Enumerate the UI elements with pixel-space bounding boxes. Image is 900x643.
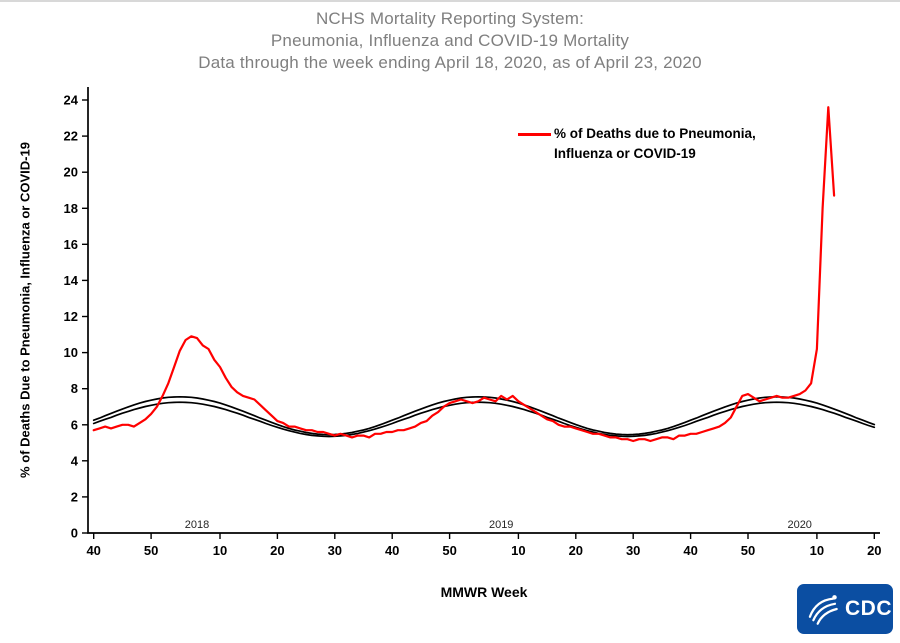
cdc-logo-text: CDC bbox=[845, 597, 892, 620]
series-observed bbox=[92, 106, 836, 443]
x-tick-label: 20 bbox=[867, 543, 881, 558]
y-tick-label: 14 bbox=[64, 273, 79, 288]
chart-title-line-2: Pneumonia, Influenza and COVID-19 Mortal… bbox=[270, 31, 630, 50]
legend-line-sample bbox=[518, 132, 551, 136]
y-tick-label: 0 bbox=[71, 526, 78, 541]
series-seasonal-baseline bbox=[92, 401, 876, 438]
year-label: 2019 bbox=[489, 519, 513, 531]
x-tick-label: 50 bbox=[144, 543, 158, 558]
y-tick-label: 20 bbox=[64, 165, 78, 180]
x-tick-label: 40 bbox=[385, 543, 399, 558]
year-label: 2018 bbox=[185, 519, 209, 531]
legend-label-line-2: Influenza or COVID-19 bbox=[554, 146, 696, 161]
y-tick-label: 12 bbox=[64, 309, 78, 324]
x-tick-label: 10 bbox=[810, 543, 824, 558]
y-tick-label: 8 bbox=[71, 381, 78, 396]
y-tick-label: 18 bbox=[64, 201, 78, 216]
chart-title: NCHS Mortality Reporting System: Pneumon… bbox=[0, 8, 900, 74]
x-tick-label: 10 bbox=[511, 543, 525, 558]
legend-label-line-1: % of Deaths due to Pneumonia, bbox=[554, 126, 756, 141]
x-tick-label: 30 bbox=[626, 543, 640, 558]
x-tick-label: 20 bbox=[270, 543, 284, 558]
axis-lines bbox=[87, 87, 880, 534]
x-tick-label: 40 bbox=[683, 543, 697, 558]
hhs-eagle-icon bbox=[808, 595, 838, 625]
x-tick-label: 50 bbox=[442, 543, 456, 558]
legend-row: % of Deaths due to Pneumonia, bbox=[518, 124, 756, 144]
y-tick-label: 2 bbox=[71, 489, 78, 504]
y-tick-label: 4 bbox=[71, 453, 79, 468]
chart-title-line-1: NCHS Mortality Reporting System: bbox=[315, 9, 585, 28]
cdc-logo: CDC bbox=[797, 584, 893, 634]
y-tick-label: 10 bbox=[64, 345, 78, 360]
y-tick-label: 22 bbox=[64, 129, 78, 144]
legend: % of Deaths due to Pneumonia, Influenza … bbox=[518, 124, 756, 164]
x-tick-label: 20 bbox=[569, 543, 583, 558]
x-tick-label: 30 bbox=[328, 543, 342, 558]
x-tick-label: 40 bbox=[86, 543, 100, 558]
y-axis-title: % of Deaths Due to Pneumonia, Influenza … bbox=[17, 142, 33, 478]
y-tick-label: 24 bbox=[64, 93, 79, 108]
y-tick-label: 6 bbox=[71, 417, 78, 432]
chart-title-line-3: Data through the week ending April 18, 2… bbox=[198, 53, 702, 72]
x-tick-label: 10 bbox=[213, 543, 227, 558]
x-axis-title: MMWR Week bbox=[440, 584, 528, 600]
y-tick-label: 16 bbox=[64, 237, 78, 252]
x-tick-label: 50 bbox=[741, 543, 755, 558]
year-label: 2020 bbox=[787, 519, 811, 531]
